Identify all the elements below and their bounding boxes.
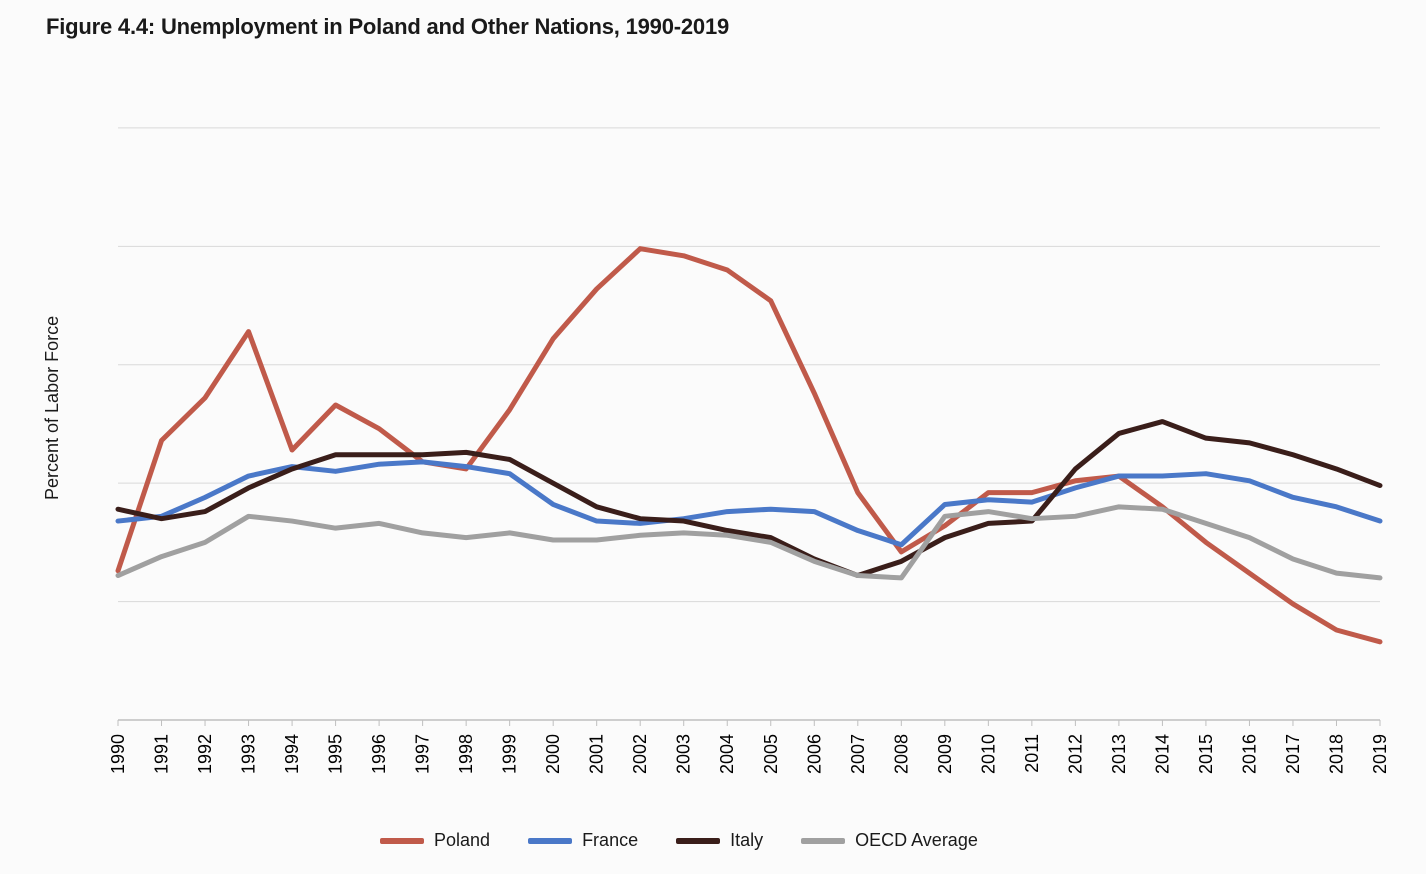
svg-text:1997: 1997 <box>413 734 433 774</box>
legend-label-oecd: OECD Average <box>855 830 978 851</box>
svg-text:2006: 2006 <box>804 734 824 774</box>
legend-item-italy: Italy <box>676 830 763 851</box>
legend: Poland France Italy OECD Average <box>380 830 978 851</box>
svg-text:1991: 1991 <box>152 734 172 774</box>
svg-text:2018: 2018 <box>1326 734 1346 774</box>
figure-container: Figure 4.4: Unemployment in Poland and O… <box>0 0 1426 874</box>
legend-swatch-france <box>528 838 572 844</box>
svg-text:2010: 2010 <box>978 734 998 774</box>
svg-text:2019: 2019 <box>1370 734 1390 774</box>
legend-swatch-italy <box>676 838 720 844</box>
svg-text:2016: 2016 <box>1239 734 1259 774</box>
figure-title: Figure 4.4: Unemployment in Poland and O… <box>46 14 729 40</box>
svg-text:1992: 1992 <box>195 734 215 774</box>
line-chart: 0510152025199019911992199319941995199619… <box>108 90 1390 820</box>
svg-text:2002: 2002 <box>630 734 650 774</box>
legend-item-france: France <box>528 830 638 851</box>
svg-text:1994: 1994 <box>282 734 302 774</box>
svg-text:1996: 1996 <box>369 734 389 774</box>
legend-swatch-oecd <box>801 838 845 844</box>
legend-label-poland: Poland <box>434 830 490 851</box>
svg-text:1990: 1990 <box>108 734 128 774</box>
svg-text:2004: 2004 <box>717 734 737 774</box>
svg-text:2007: 2007 <box>848 734 868 774</box>
svg-text:1998: 1998 <box>456 734 476 774</box>
legend-swatch-poland <box>380 838 424 844</box>
svg-text:2001: 2001 <box>587 734 607 774</box>
svg-text:1995: 1995 <box>326 734 346 774</box>
svg-text:2000: 2000 <box>543 734 563 774</box>
svg-text:2003: 2003 <box>674 734 694 774</box>
svg-text:2014: 2014 <box>1152 734 1172 774</box>
svg-text:2015: 2015 <box>1196 734 1216 774</box>
svg-text:1999: 1999 <box>500 734 520 774</box>
svg-text:2013: 2013 <box>1109 734 1129 774</box>
svg-text:2017: 2017 <box>1283 734 1303 774</box>
legend-label-france: France <box>582 830 638 851</box>
svg-text:2005: 2005 <box>761 734 781 774</box>
svg-text:2011: 2011 <box>1022 734 1042 773</box>
y-axis-label: Percent of Labor Force <box>42 316 63 500</box>
legend-item-poland: Poland <box>380 830 490 851</box>
legend-item-oecd: OECD Average <box>801 830 978 851</box>
legend-label-italy: Italy <box>730 830 763 851</box>
svg-text:2012: 2012 <box>1065 734 1085 774</box>
svg-text:2008: 2008 <box>891 734 911 774</box>
svg-text:1993: 1993 <box>239 734 259 774</box>
svg-text:2009: 2009 <box>935 734 955 774</box>
